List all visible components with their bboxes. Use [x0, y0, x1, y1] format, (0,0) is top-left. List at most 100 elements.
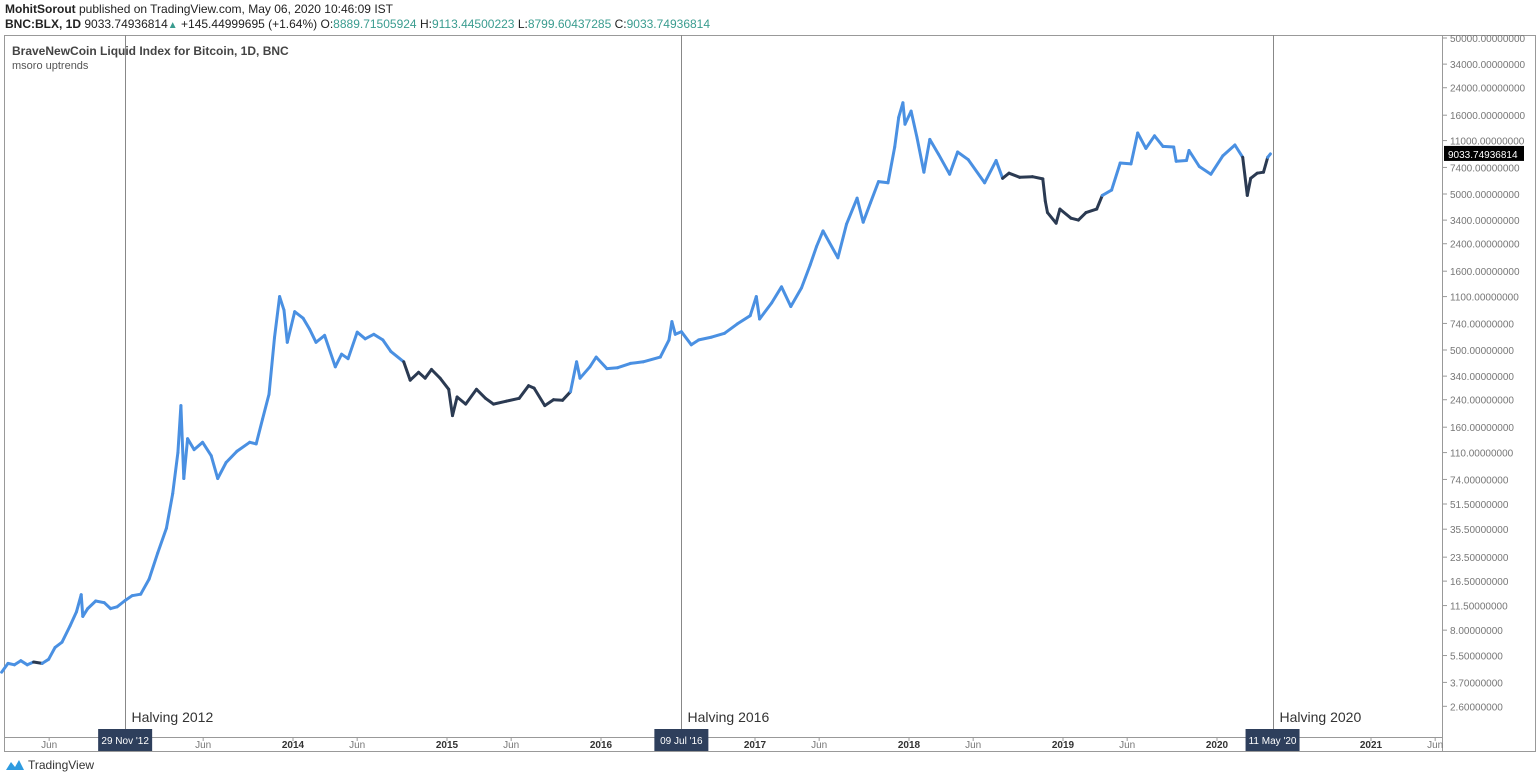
- price-segment: [492, 399, 508, 406]
- price-segment: [355, 330, 367, 341]
- price-segment: [845, 196, 859, 226]
- price-segment: [389, 349, 406, 364]
- price-segment: [261, 392, 271, 421]
- price-segment: [836, 222, 848, 260]
- price-segment: [1043, 199, 1049, 215]
- price-segment: [182, 437, 190, 480]
- halving-date-marker: [1245, 729, 1300, 751]
- current-price-label: 9033.74936814: [1448, 150, 1518, 161]
- price-segment: [475, 387, 487, 400]
- x-tick-label: Jun: [195, 740, 211, 751]
- price-segment: [68, 610, 78, 628]
- symbol: BNC:BLX, 1D: [5, 17, 82, 31]
- price-segment: [216, 461, 228, 480]
- price-segment: [381, 338, 393, 353]
- y-tick-label: 240.00000000: [1450, 396, 1514, 407]
- price-segment: [186, 437, 196, 452]
- price-segment: [679, 330, 693, 347]
- price-segment: [1110, 161, 1122, 192]
- halving-date-marker: [98, 729, 153, 751]
- x-tick-label: Jun: [41, 740, 57, 751]
- price-segment: [808, 245, 818, 267]
- y-tick-label: 16000.00000000: [1450, 111, 1526, 122]
- x-tick-label: 2016: [590, 740, 613, 751]
- price-segment: [956, 150, 970, 162]
- price-segment: [543, 398, 555, 408]
- halving-label: Halving 2016: [688, 709, 770, 725]
- price-segment: [658, 338, 671, 359]
- x-tick-label: Jun: [349, 740, 365, 751]
- chart-legend-title: BraveNewCoin Liquid Index for Bitcoin, 1…: [12, 44, 289, 58]
- price-segment: [1031, 175, 1045, 181]
- price-segment: [455, 395, 468, 406]
- price-segment: [402, 360, 412, 382]
- price-segment: [47, 645, 57, 661]
- price-segment: [273, 295, 282, 340]
- price-segment: [1058, 207, 1073, 220]
- price-segment: [308, 327, 318, 344]
- publish-text: published on TradingView.com, May 06, 20…: [79, 2, 393, 16]
- price-segment: [1266, 152, 1272, 159]
- price-segment: [278, 295, 286, 312]
- y-tick-label: 34000.00000000: [1450, 60, 1526, 71]
- price-segment: [670, 320, 677, 336]
- price-segment: [1144, 134, 1156, 150]
- price-segment: [966, 158, 987, 185]
- price-segment: [641, 355, 662, 364]
- price-segment: [79, 593, 85, 618]
- price-segment: [293, 310, 305, 320]
- y-tick-label: 2400.00000000: [1450, 240, 1520, 251]
- price-segment: [578, 365, 592, 380]
- price-segment: [575, 360, 582, 380]
- price-segment: [937, 152, 952, 176]
- x-tick-label: Jun: [503, 740, 519, 751]
- price-segment: [588, 355, 598, 369]
- price-segment: [877, 180, 890, 185]
- x-tick-label: Jun: [811, 740, 827, 751]
- x-tick-label: Jun: [1427, 740, 1443, 751]
- price-segment: [735, 314, 752, 326]
- price-segment: [1187, 149, 1201, 168]
- price-segment: [922, 137, 932, 174]
- price-segment: [171, 451, 180, 496]
- y-tick-label: 74.00000000: [1450, 475, 1509, 486]
- price-segment: [1221, 143, 1237, 158]
- price-segment: [267, 336, 276, 396]
- price-segment: [209, 454, 220, 480]
- price-segment: [754, 295, 762, 321]
- price-segment: [1054, 207, 1062, 225]
- price-segment: [770, 285, 783, 305]
- price-segment: [438, 376, 451, 391]
- high-value: 9113.44500223: [431, 17, 515, 31]
- y-tick-label: 8.00000000: [1450, 626, 1503, 637]
- price-segment: [301, 316, 312, 331]
- price-segment: [224, 449, 239, 464]
- price-segment: [86, 599, 98, 611]
- price-segment: [333, 352, 344, 369]
- author-name[interactable]: MohitSorout: [5, 2, 76, 16]
- y-tick-label: 23.50000000: [1450, 553, 1509, 564]
- halving-date-label: 29 Nov '12: [101, 736, 149, 747]
- price-segment: [451, 395, 459, 418]
- y-tick-label: 35.50000000: [1450, 525, 1509, 536]
- price-segment: [1007, 171, 1022, 179]
- close-value: 9033.74936814: [626, 17, 711, 31]
- price-segment: [363, 332, 376, 341]
- publish-info: MohitSorout published on TradingView.com…: [5, 2, 393, 16]
- price-segment: [697, 335, 714, 342]
- price-segment: [532, 386, 547, 408]
- price-segment: [1161, 144, 1176, 149]
- price-segment: [901, 101, 907, 126]
- x-tick-label: 2018: [898, 740, 921, 751]
- price-segment: [156, 526, 168, 555]
- x-tick-label: 2021: [1360, 740, 1383, 751]
- price-segment: [928, 137, 940, 156]
- tradingview-logo[interactable]: TradingView: [5, 758, 94, 772]
- price-segment: [789, 286, 803, 308]
- price-segment: [800, 263, 812, 290]
- price-segment: [192, 440, 205, 452]
- x-tick-label: 2014: [282, 740, 305, 751]
- price-segment: [1153, 134, 1165, 148]
- y-tick-label: 24000.00000000: [1450, 84, 1526, 95]
